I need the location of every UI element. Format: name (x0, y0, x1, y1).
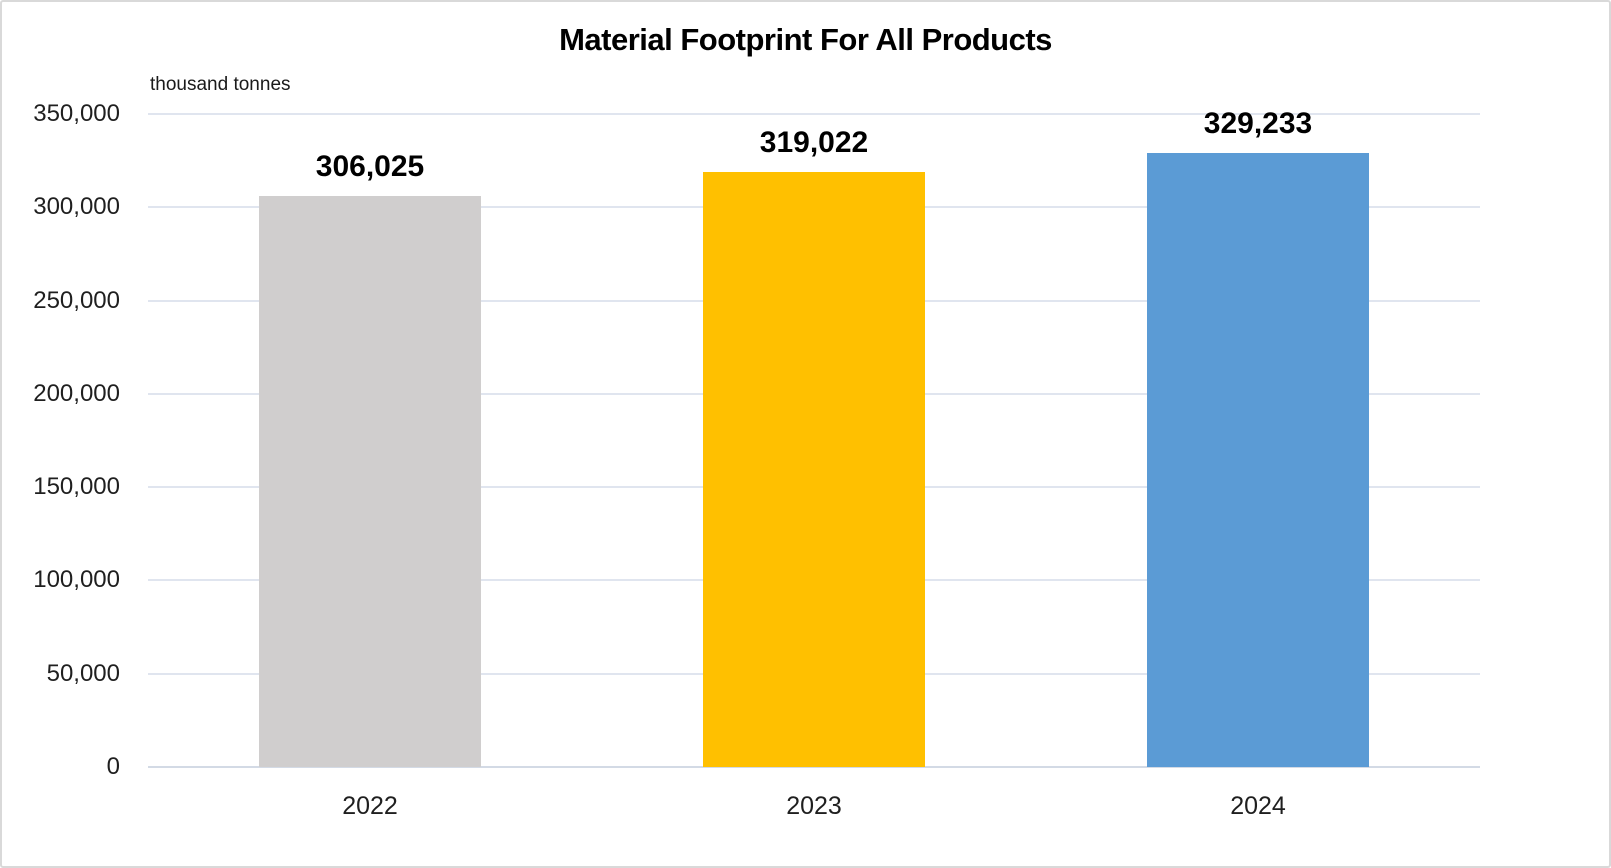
y-tick-label: 250,000 (33, 286, 120, 314)
bar-value-label-2023: 319,022 (759, 125, 869, 159)
bar-2024 (1147, 152, 1369, 767)
x-tick-label-2023: 2023 (786, 792, 842, 820)
bar-2023 (703, 171, 925, 767)
y-tick-label: 0 (106, 753, 120, 780)
y-tick-label: 150,000 (33, 473, 120, 501)
chart-title: Material Footprint For All Products (559, 22, 1052, 57)
y-axis: 0 50,000 100,000 150,000 200,000 250,000 300,0… (2, 100, 120, 780)
x-tick-label-2024: 2024 (1230, 792, 1286, 820)
x-axis-baseline (148, 766, 1480, 768)
y-axis-units-label: thousand tonnes (150, 74, 291, 95)
y-tick-label: 350,000 (33, 100, 120, 127)
plot-area: 306,025 319,022 329,233 (148, 108, 1480, 768)
gridline (148, 113, 1480, 115)
bar-value-label-2022: 306,025 (315, 150, 425, 184)
x-axis: 2022 2023 2024 (148, 792, 1480, 832)
y-tick-label: 300,000 (33, 193, 120, 221)
y-tick-label: 200,000 (33, 379, 120, 407)
bar-2022 (259, 196, 481, 767)
bar-value-label-2024: 329,233 (1203, 106, 1313, 140)
y-tick-label: 100,000 (33, 566, 120, 594)
y-tick-label: 50,000 (46, 659, 120, 687)
x-tick-label-2022: 2022 (342, 792, 398, 820)
